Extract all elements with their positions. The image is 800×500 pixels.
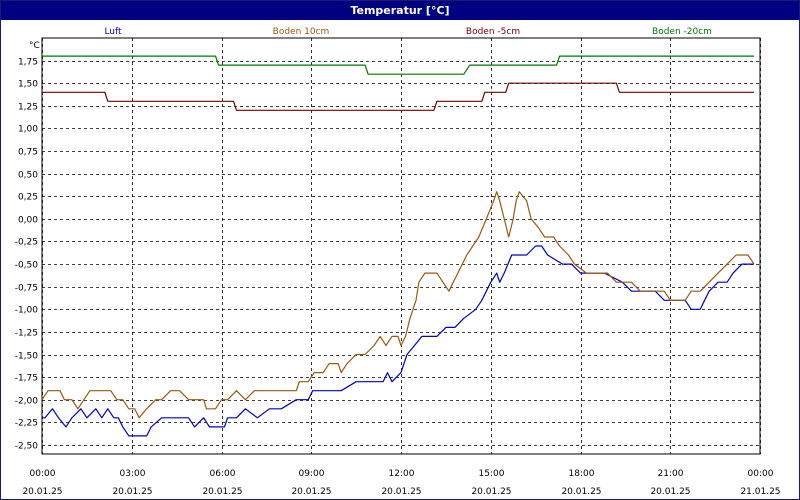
- y-tick-label: -2,00: [15, 397, 39, 407]
- x-tick-date-label: 20.01.25: [22, 487, 62, 497]
- series-line: [42, 82, 754, 111]
- x-tick-time-label: 00:00: [748, 469, 774, 479]
- temperature-chart: Luft Boden 10cm Boden -5cm Boden -20cm °C -…: [15, 27, 781, 497]
- grid: [41, 37, 761, 455]
- x-tick-time-label: 12:00: [389, 469, 415, 479]
- y-tick-label: -2,50: [15, 442, 39, 452]
- y-axis-unit: °C: [29, 41, 40, 51]
- x-tick-date-label: 20.01.25: [650, 487, 690, 497]
- x-tick-date-label: 21.01.25: [740, 487, 780, 497]
- x-tick-date-label: 20.01.25: [471, 487, 511, 497]
- series-lines: [41, 55, 755, 437]
- legend-item: Boden 10cm: [273, 27, 330, 37]
- x-tick-labels: 00:00 20.01.25 03:00 20.01.25 06:00 20.01.25 0…: [22, 469, 780, 497]
- x-tick-time-label: 00:00: [30, 469, 56, 479]
- x-tick-time-label: 15:00: [479, 469, 505, 479]
- legend-item: Boden -20cm: [652, 27, 712, 37]
- plot-area: [41, 37, 761, 455]
- x-tick-date-label: 20.01.25: [112, 487, 152, 497]
- x-tick-time-label: 21:00: [658, 469, 684, 479]
- y-tick-label: -1,75: [15, 374, 38, 384]
- y-tick-label: 0,50: [18, 171, 38, 181]
- x-tick-time-label: 09:00: [299, 469, 325, 479]
- legend-item: Boden -5cm: [466, 27, 520, 37]
- x-tick-date-label: 20.01.25: [561, 487, 601, 497]
- legend-item: Luft: [104, 27, 122, 37]
- series-line: [41, 191, 755, 419]
- y-tick-label: -1,00: [15, 306, 39, 316]
- x-tick-time-label: 03:00: [120, 469, 146, 479]
- y-tick-label: 1,50: [18, 80, 38, 90]
- x-tick-time-label: 06:00: [210, 469, 236, 479]
- y-tick-label: -0,50: [15, 261, 39, 271]
- y-tick-label: -0,75: [15, 284, 38, 294]
- y-tick-labels: -2,50 -2,25 -2,00 -1,75 -1,50 -1,25 -1,00 -0,75…: [15, 58, 39, 452]
- y-axis-unit-group: °C: [29, 41, 40, 51]
- x-tick-date-label: 20.01.25: [291, 487, 331, 497]
- y-tick-label: 1,25: [18, 103, 38, 113]
- chart-title: Temperatur [°C]: [1, 1, 799, 20]
- x-tick-time-label: 18:00: [569, 469, 595, 479]
- x-tick-date-label: 20.01.25: [202, 487, 242, 497]
- y-tick-label: -2,25: [15, 419, 38, 429]
- y-tick-label: -0,25: [15, 238, 38, 248]
- y-tick-label: 1,00: [18, 125, 38, 135]
- legend: Luft Boden 10cm Boden -5cm Boden -20cm: [104, 27, 712, 37]
- x-tick-date-label: 20.01.25: [381, 487, 421, 497]
- series-line: [42, 55, 754, 75]
- y-tick-label: -1,25: [15, 329, 38, 339]
- y-tick-label: 0,00: [18, 216, 38, 226]
- y-tick-label: 0,25: [18, 193, 38, 203]
- y-tick-label: 1,75: [18, 58, 38, 68]
- y-tick-label: -1,50: [15, 352, 39, 362]
- y-tick-label: 0,75: [18, 148, 38, 158]
